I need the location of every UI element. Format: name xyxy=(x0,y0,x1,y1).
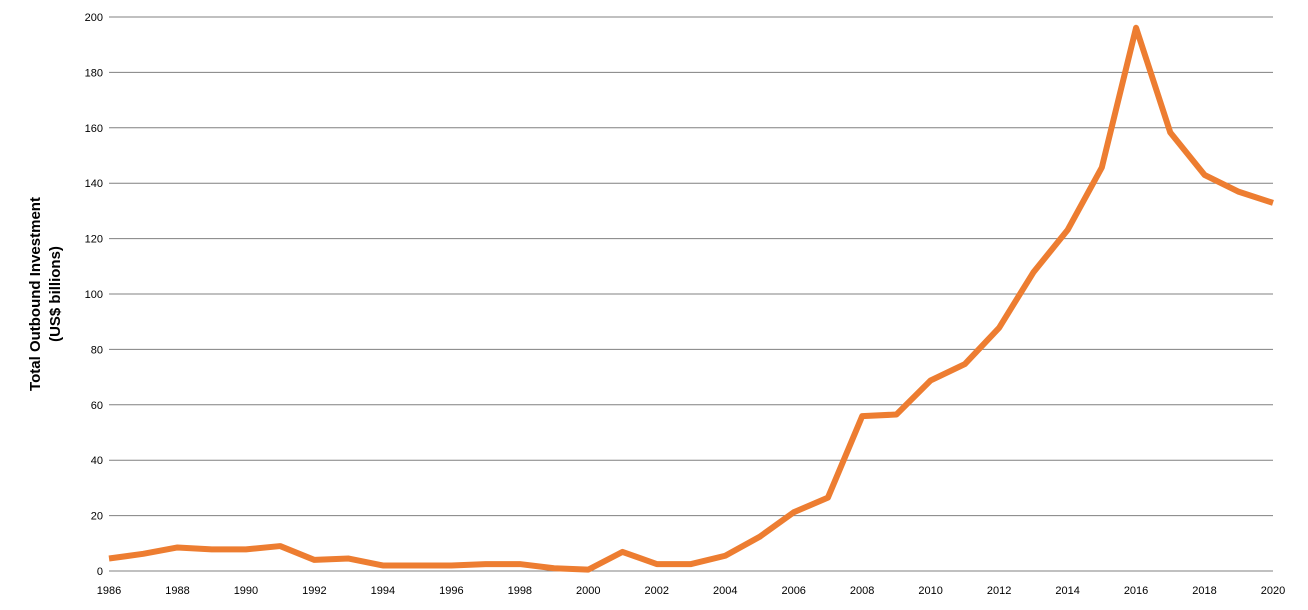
series-layer xyxy=(108,24,1274,573)
x-tick-label: 2008 xyxy=(850,585,874,597)
x-tick-label: 2018 xyxy=(1192,585,1216,597)
y-tick-label: 120 xyxy=(85,234,103,246)
y-tick-label: 20 xyxy=(91,511,103,523)
x-tick-label: 2010 xyxy=(918,585,942,597)
x-tick-label: 2014 xyxy=(1055,585,1079,597)
x-tick-label: 1994 xyxy=(371,585,395,597)
y-tick-label: 0 xyxy=(97,566,103,578)
x-tick-label: 2004 xyxy=(713,585,737,597)
x-tick-label: 1990 xyxy=(234,585,258,597)
x-tick-label: 2012 xyxy=(987,585,1011,597)
y-tick-label: 180 xyxy=(85,67,103,79)
x-tick-label: 1988 xyxy=(165,585,189,597)
x-axis-tick-labels: 1986 1988 1990 1992 1994 1996 1998 2000 2002 2004… xyxy=(97,585,1285,597)
y-tick-label: 160 xyxy=(85,123,103,135)
x-tick-label: 1998 xyxy=(508,585,532,597)
gridlines xyxy=(109,16,1273,572)
y-tick-label: 40 xyxy=(91,455,103,467)
y-axis-title-line2: (US$ billions) xyxy=(47,246,64,342)
y-tick-label: 100 xyxy=(85,289,103,301)
x-tick-label: 2016 xyxy=(1124,585,1148,597)
y-tick-label: 140 xyxy=(85,178,103,190)
y-tick-label: 60 xyxy=(91,400,103,412)
x-tick-label: 1996 xyxy=(439,585,463,597)
x-tick-label: 2006 xyxy=(781,585,805,597)
x-tick-label: 1992 xyxy=(302,585,326,597)
x-tick-label: 1986 xyxy=(97,585,121,597)
y-axis-tick-labels: 0 20 40 60 80 100 120 140 160 180 200 xyxy=(85,12,103,578)
x-tick-label: 2002 xyxy=(645,585,669,597)
y-axis-title-line1: Total Outbound Investment xyxy=(27,197,44,391)
x-tick-label: 2000 xyxy=(576,585,600,597)
series-line-0 xyxy=(108,24,1274,573)
y-tick-label: 80 xyxy=(91,344,103,356)
y-tick-label: 200 xyxy=(85,12,103,24)
x-tick-label: 2020 xyxy=(1261,585,1285,597)
